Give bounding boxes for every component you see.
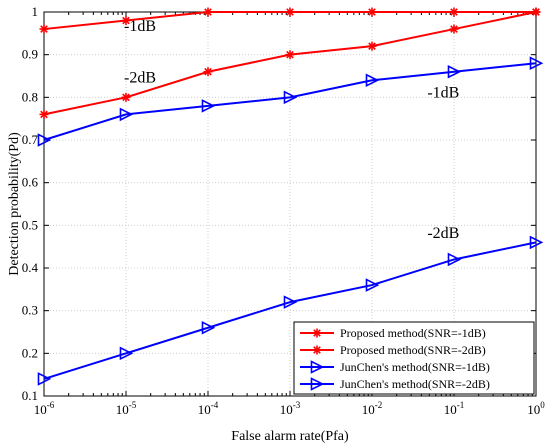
x-tick-label: 10-3 [280, 400, 301, 417]
series-0-point [449, 7, 459, 17]
series-1-point [367, 41, 377, 51]
series-0-point [203, 7, 213, 17]
series-3-point [365, 278, 380, 292]
legend-entry: JunChen's method(SNR=-2dB) [300, 377, 490, 391]
series-1-point [449, 24, 459, 34]
y-tick-label: 0.2 [22, 345, 38, 360]
annotation-label: -1dB [124, 18, 156, 35]
y-tick-label: 0.8 [22, 89, 38, 104]
y-tick-label: 0.5 [22, 217, 38, 232]
annotations: -1dB -2dB -1dB -2dB [124, 18, 459, 242]
series-0-point [39, 24, 49, 34]
legend-marker [310, 377, 325, 391]
series-line-3 [43, 241, 537, 380]
y-tick-label: 1 [32, 4, 39, 19]
series-0-point [285, 7, 295, 17]
x-tick-label: 10-6 [34, 400, 55, 417]
series-3-point [119, 346, 134, 361]
x-axis-label: False alarm rate(Pfa) [231, 429, 349, 444]
annotation-label: -2dB [124, 69, 156, 86]
series-1-point [39, 109, 49, 119]
x-tick-label: 10-4 [198, 400, 219, 417]
series-2-point [447, 64, 462, 79]
series-0-point [367, 7, 377, 17]
series-3-point [447, 252, 462, 267]
series-2-point [529, 56, 544, 70]
y-axis-label: Detection probability(Pd) [7, 132, 22, 276]
y-tick-label: 0.3 [22, 303, 38, 318]
x-tick-label: 10-1 [444, 400, 465, 417]
series-1-point [285, 50, 295, 60]
legend-entry: Proposed method(SNR=-1dB) [300, 326, 486, 340]
x-tick-label: 10-5 [116, 400, 137, 417]
legend-label: JunChen's method(SNR=-1dB) [340, 360, 490, 374]
series-3-point [37, 372, 52, 386]
series-3-point [283, 295, 298, 309]
y-tick-label: 0.7 [22, 132, 39, 147]
y-tick-label: 0.9 [22, 47, 38, 62]
series-2-point [283, 90, 298, 105]
series-1-point [203, 67, 213, 77]
legend-label: Proposed method(SNR=-2dB) [340, 343, 486, 357]
legend-marker [312, 345, 322, 355]
series-layer [37, 7, 544, 386]
annotation-label: -2dB [427, 225, 459, 242]
legend-entry: JunChen's method(SNR=-1dB) [300, 360, 490, 374]
series-3-point [529, 235, 544, 250]
annotation-label: -1dB [427, 84, 459, 101]
series-2-point [37, 133, 52, 147]
y-tick-label: 0.6 [22, 175, 39, 190]
y-tick-label: 0.4 [22, 260, 39, 275]
series-line-2 [43, 62, 537, 141]
x-tick-label: 100 [527, 400, 545, 417]
legend: Proposed method(SNR=-1dB) Proposed method… [293, 321, 535, 395]
legend-label: JunChen's method(SNR=-2dB) [340, 377, 490, 391]
series-0-point [121, 16, 131, 26]
legend-label: Proposed method(SNR=-1dB) [340, 326, 486, 340]
legend-entry: Proposed method(SNR=-2dB) [300, 343, 486, 357]
legend-marker [312, 328, 322, 338]
y-tick-label: 0.1 [22, 388, 38, 403]
legend-marker [310, 360, 325, 374]
x-tick-label: 10-2 [362, 400, 383, 417]
series-1-point [121, 92, 131, 102]
series-2-point [201, 99, 216, 113]
series-2-point [365, 73, 380, 88]
series-3-point [201, 320, 216, 335]
series-1-point [531, 7, 541, 17]
series-2-point [119, 107, 134, 122]
